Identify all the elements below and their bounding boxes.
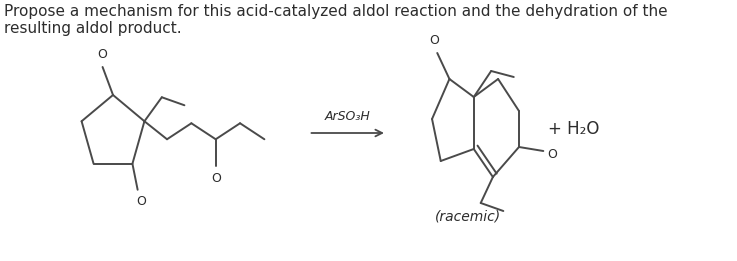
Text: (racemic): (racemic) xyxy=(435,209,500,223)
Text: O: O xyxy=(547,147,557,161)
Text: O: O xyxy=(136,195,146,208)
Text: O: O xyxy=(211,172,220,185)
Text: Propose a mechanism for this acid-catalyzed aldol reaction and the dehydration o: Propose a mechanism for this acid-cataly… xyxy=(4,4,668,36)
Text: ArSO₃H: ArSO₃H xyxy=(325,110,371,122)
Text: + H₂O: + H₂O xyxy=(548,120,599,138)
Text: O: O xyxy=(97,49,108,62)
Text: O: O xyxy=(429,34,439,48)
